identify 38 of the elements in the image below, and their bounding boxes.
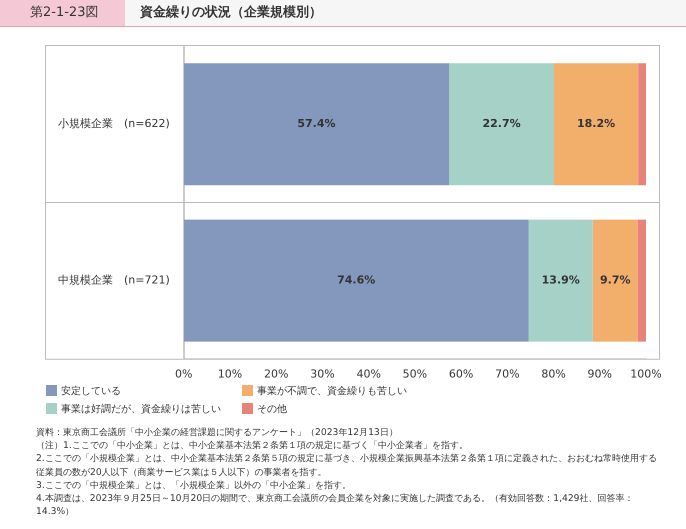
legend-label: 安定している [60,384,121,398]
x-tick-label: 0% [175,367,192,380]
data-label: 22.7% [482,117,521,130]
text: 第2-1-23図 [0,0,125,26]
bar [638,63,646,186]
x-tick-label: 30% [310,367,335,380]
bar [184,220,529,342]
x-tick-label: 10% [218,367,242,380]
data-label: 74.6% [337,273,376,286]
x-tick-label: 90% [588,367,612,380]
legend-label: 事業が不調で、資金繰りも苦しい [256,384,407,398]
legend-label: その他 [256,403,287,416]
text: 4.本調査は、2023年９月25日～10月20日の期間で、東京商工会議所の会員企業を対象に実施した調査である。（有効回答数：1,429社、回答率：14.3%） [36,492,635,518]
chart-title: 資金繰りの状況（企業規模別） [140,4,322,22]
legend-label: 事業は好調だが、資金繰りは苦しい [60,402,221,416]
data-label: 18.2% [576,117,616,130]
bar [449,63,554,186]
x-tick-label: 60% [448,367,474,380]
x-tick-label: 70% [495,367,520,380]
y-tick-label: 小規模企業 (n=622) [58,117,170,130]
bar [638,220,646,342]
bar [184,63,450,186]
x-tick-label: 80% [541,367,566,380]
data-label: 13.9% [542,273,580,286]
x-tick-label: 40% [356,367,381,380]
data-label: 57.4% [297,117,336,130]
text: 2.ここでの「小規模企業」とは、中小企業基本法第２条第５項の規定に基づき、小規模企業振興基本法第２条第１項に定義された、おおむね常時使用する従業員の数が20人以下（商業サービス業は５人以下）の事業者を指す。 [36,452,658,479]
x-tick-label: 20% [264,367,288,380]
data-label: 9.7% [600,273,631,286]
y-tick-label: 中規模企業 (n=721) [58,273,170,286]
bar [528,220,593,342]
x-tick-label: 100% [630,367,662,380]
text: 資料：東京商工会議所「中小企業の経営課題に関するアンケート」（2023年12月13日） [36,426,399,440]
bar [554,63,638,186]
text: （注）1.ここでの「中小企業」とは、中小企業基本法第２条第１項の規定に基づく「中小企業者」を指す。 [36,439,469,452]
x-tick-label: 50% [402,367,428,380]
bar [592,220,638,342]
text: 3.ここでの「中規模企業」とは、「小規模企業」以外の「中小企業」を指す。 [36,478,352,492]
